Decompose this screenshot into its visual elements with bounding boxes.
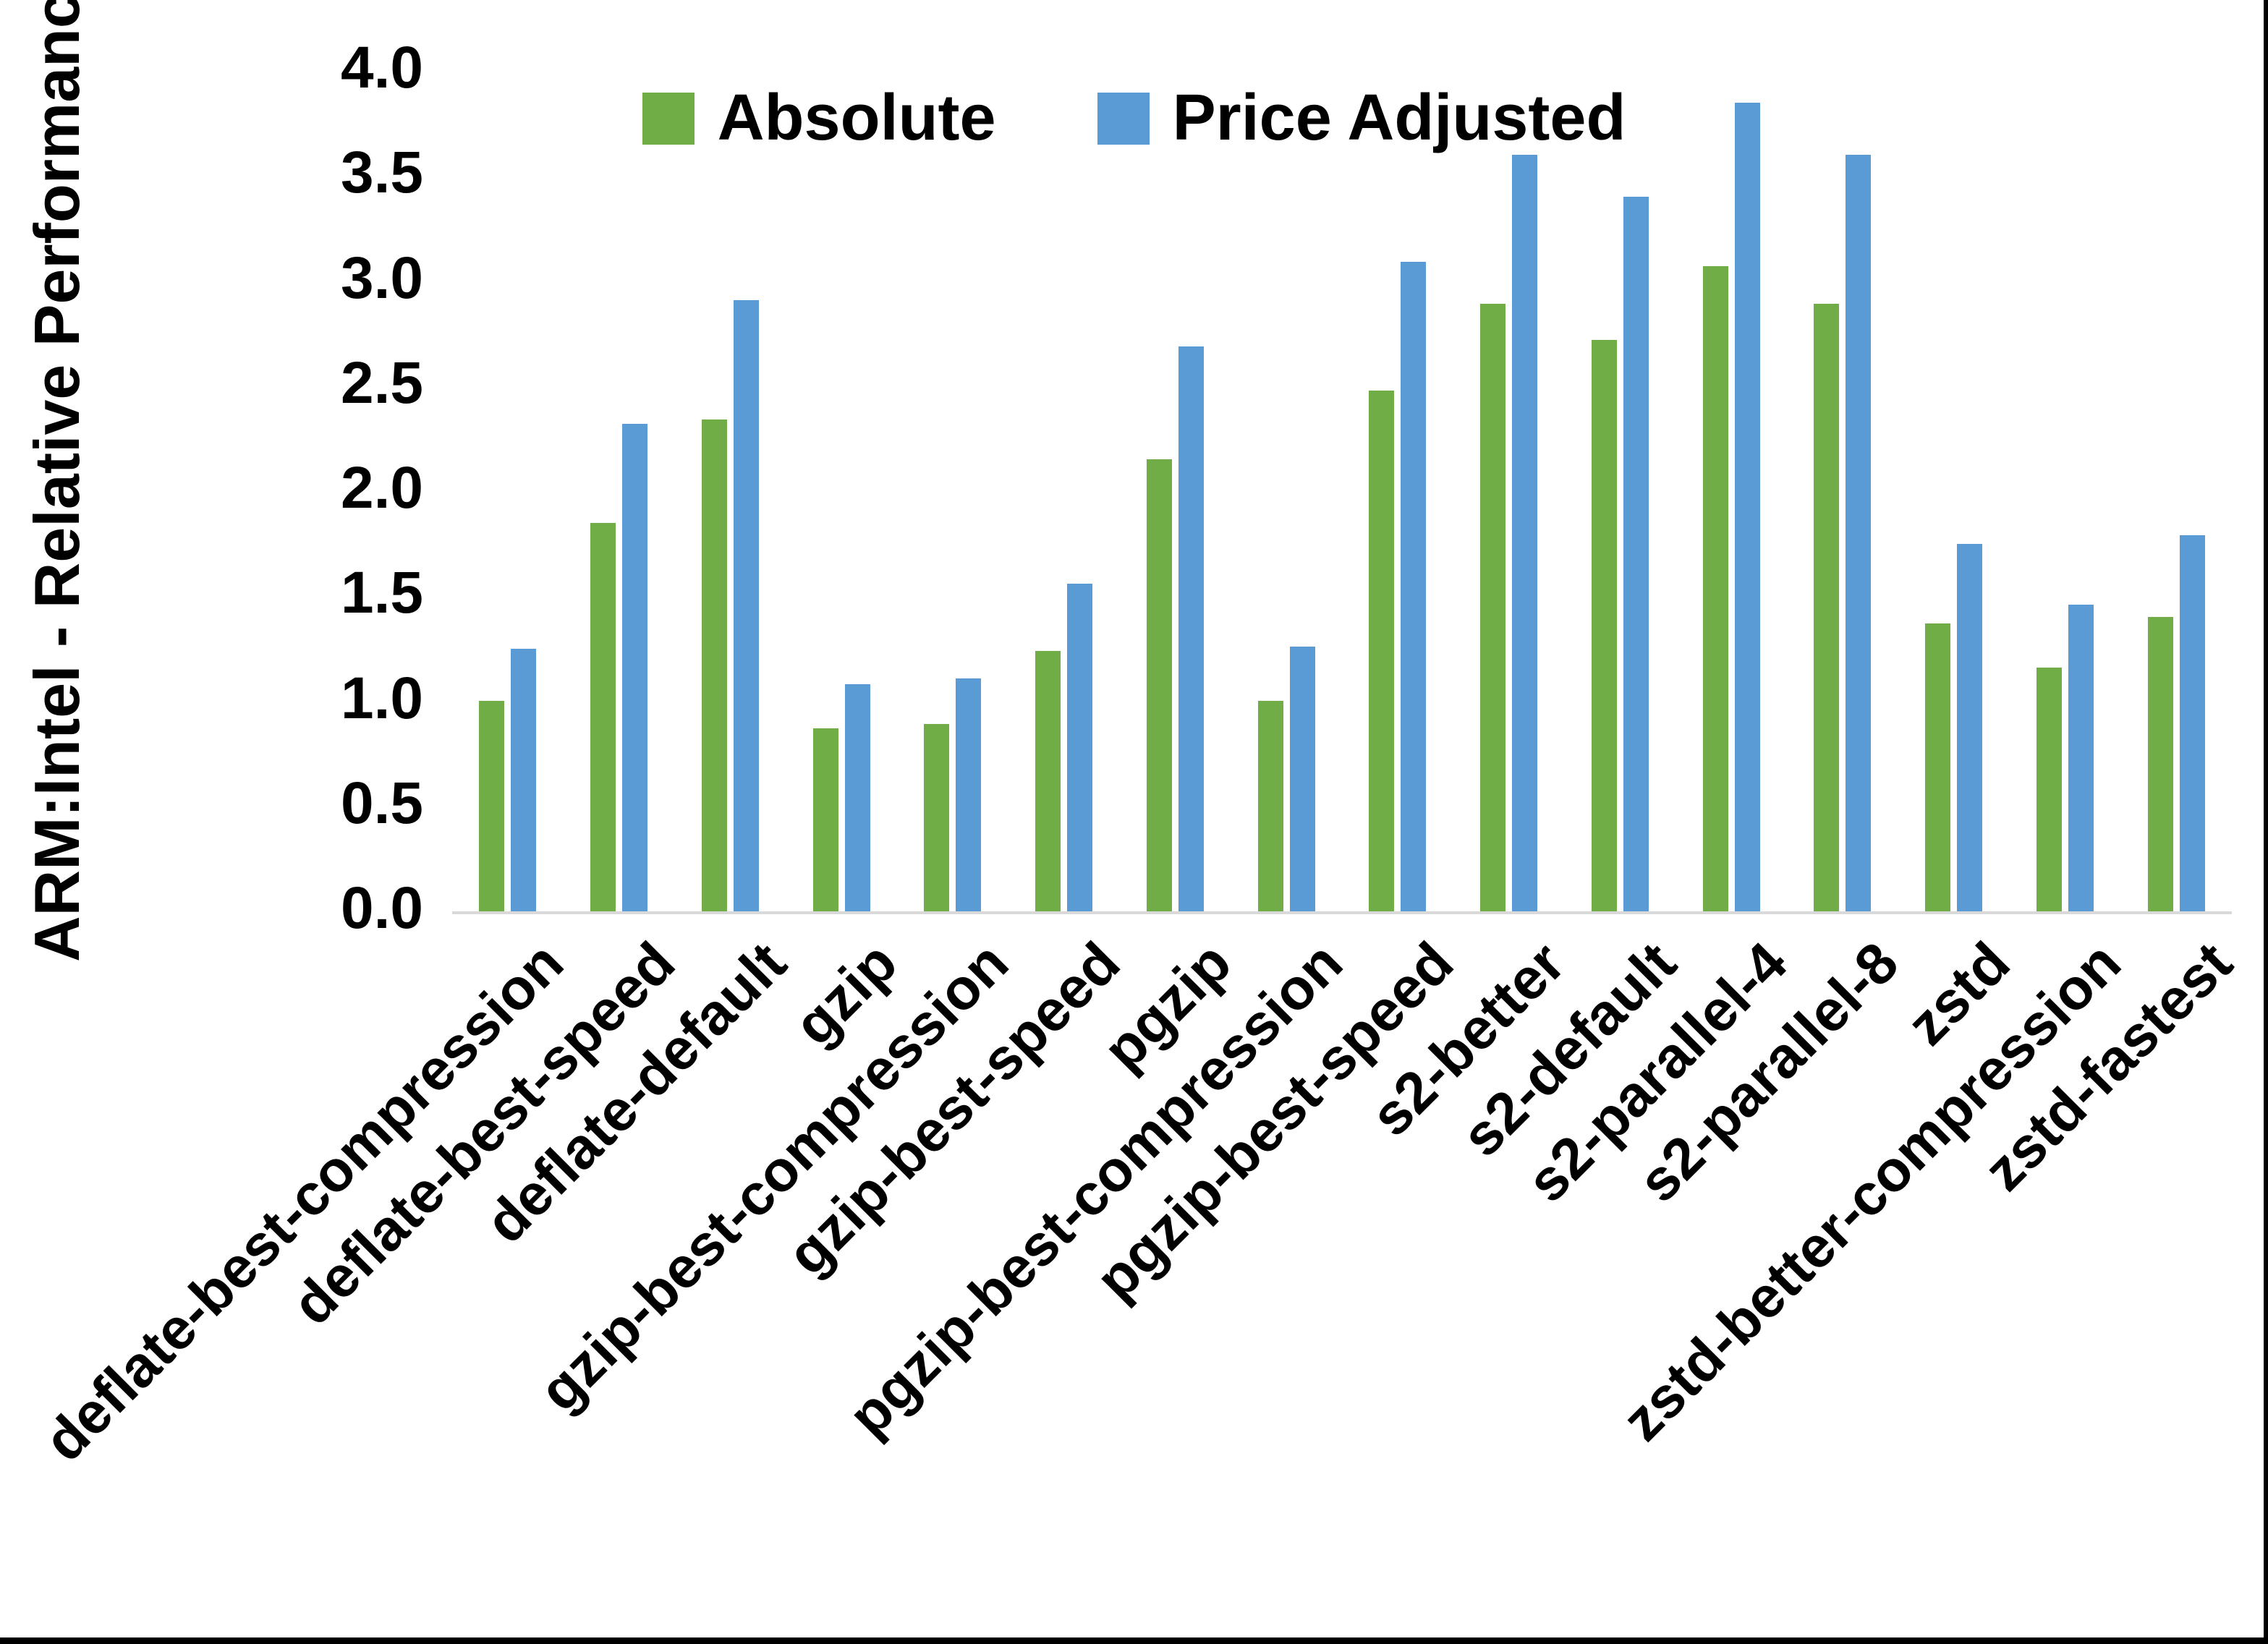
bar-group	[675, 71, 786, 911]
bar-price-adjusted	[511, 649, 537, 911]
x-category-label: zstd-better-compression	[1610, 929, 2133, 1453]
bar-group	[452, 71, 564, 911]
legend-item-absolute: Absolute	[642, 81, 996, 156]
legend-label-absolute: Absolute	[717, 82, 996, 154]
x-category-label: gzip-best-compression	[527, 929, 1021, 1423]
bar-group	[2010, 71, 2121, 911]
bar-absolute	[1702, 266, 1728, 911]
bar-group	[1453, 71, 1565, 911]
x-category-label: pgzip	[1090, 929, 1244, 1083]
x-category-label: deflate-default	[472, 929, 799, 1256]
y-tick-label: 0.0	[341, 875, 423, 942]
bar-absolute	[1591, 340, 1617, 911]
x-category-label: zstd-fastest	[1971, 929, 2244, 1203]
plot-area	[452, 71, 2232, 914]
bar-price-adjusted	[1401, 262, 1427, 911]
bar-price-adjusted	[622, 424, 648, 911]
bar-absolute	[2036, 668, 2062, 911]
bar-price-adjusted	[1512, 155, 1538, 911]
bar-price-adjusted	[1846, 155, 1872, 911]
bar-group	[1342, 71, 1453, 911]
y-tick-label: 3.0	[341, 244, 423, 311]
bar-group	[1008, 71, 1120, 911]
bar-price-adjusted	[844, 684, 870, 911]
bar-absolute	[590, 523, 616, 911]
bar-absolute	[479, 701, 505, 911]
bar-price-adjusted	[1623, 197, 1649, 911]
y-tick-label: 1.0	[341, 665, 423, 731]
x-category-label: pgzip-best-speed	[1083, 929, 1466, 1312]
y-tick-label: 3.5	[341, 140, 423, 206]
bar-group	[1120, 71, 1231, 911]
bar-group	[1675, 71, 1787, 911]
bar-group	[786, 71, 897, 911]
bar-price-adjusted	[1289, 647, 1315, 911]
bar-absolute	[812, 728, 838, 911]
bar-price-adjusted	[733, 300, 759, 911]
x-category-label: s2-default	[1448, 929, 1689, 1169]
bar-group	[1787, 71, 1898, 911]
legend-swatch-absolute	[642, 92, 695, 145]
bar-absolute	[1925, 623, 1951, 911]
x-category-label: s2-parallel-4	[1514, 929, 1799, 1214]
bar-absolute	[1480, 304, 1506, 911]
y-tick-label: 2.0	[341, 455, 423, 521]
x-category-label: gzip	[781, 929, 909, 1057]
legend-swatch-price-adjusted	[1097, 92, 1150, 145]
bar-absolute	[1257, 701, 1283, 911]
bar-absolute	[1146, 459, 1172, 911]
bar-group	[897, 71, 1008, 911]
y-tick-label: 2.5	[341, 349, 423, 416]
bar-price-adjusted	[956, 678, 982, 911]
bar-price-adjusted	[2179, 535, 2205, 911]
bar-absolute	[1035, 651, 1061, 911]
bar-absolute	[2147, 617, 2173, 911]
y-axis-tick-labels: 0.0 0.5 1.0 1.5 2.0 2.5 3.0 3.5 4.0	[0, 0, 423, 1637]
bar-price-adjusted	[1957, 544, 1983, 911]
bar-absolute	[1814, 304, 1840, 911]
bar-absolute	[1369, 391, 1395, 911]
x-category-label: s2-parallel-8	[1626, 929, 1911, 1214]
bar-price-adjusted	[1734, 103, 1760, 911]
x-category-label: s2-better	[1358, 929, 1577, 1149]
bar-price-adjusted	[1067, 584, 1093, 911]
bar-group	[1898, 71, 2010, 911]
bar-group	[1565, 71, 1676, 911]
bar-absolute	[701, 419, 727, 911]
bar-absolute	[924, 724, 950, 911]
y-tick-label: 4.0	[341, 35, 423, 101]
legend-item-price-adjusted: Price Adjusted	[1097, 81, 1626, 156]
bar-group	[564, 71, 675, 911]
y-tick-label: 0.5	[341, 770, 423, 836]
chart-legend: Absolute Price Adjusted	[0, 81, 2264, 156]
bar-price-adjusted	[2068, 605, 2094, 911]
y-tick-label: 1.5	[341, 560, 423, 626]
x-category-label: gzip-best-speed	[774, 929, 1132, 1287]
bar-group	[1231, 71, 1342, 911]
x-category-label: pgzip-best-compression	[836, 929, 1354, 1449]
bar-price-adjusted	[1178, 346, 1204, 911]
legend-label-price-adjusted: Price Adjusted	[1172, 82, 1626, 154]
bar-group	[2120, 71, 2232, 911]
x-category-label: zstd	[1894, 929, 2022, 1057]
